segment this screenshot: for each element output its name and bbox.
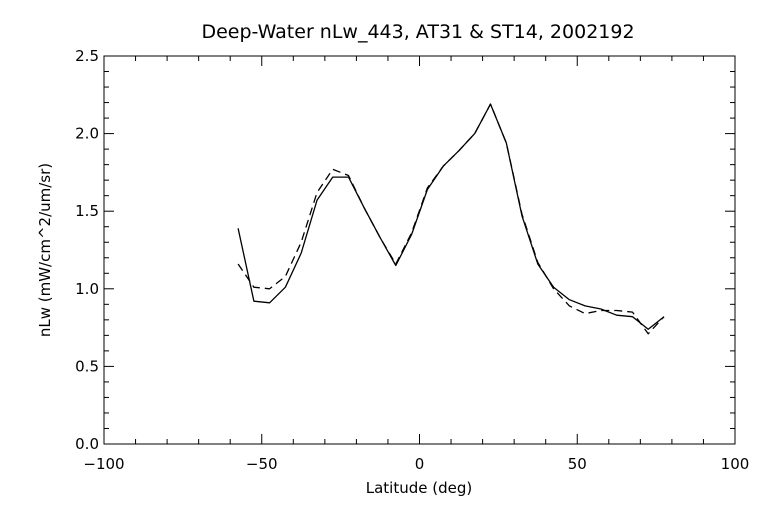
series-line-solid [237,103,665,330]
y-tick-label: 0.5 [75,357,99,375]
y-tick-label: 1.5 [75,202,99,220]
chart-title: Deep-Water nLw_443, AT31 & ST14, 2002192 [201,21,634,43]
y-tick-label: 2.0 [75,125,99,143]
plot-frame [103,55,736,445]
x-tick-label: −100 [83,455,124,473]
x-axis-label: Latitude (deg) [366,479,472,497]
x-tick-label: 50 [568,455,587,473]
x-tick-label: 100 [721,455,750,473]
y-axis-label: nLw (mW/cm^2/um/sr) [36,163,54,337]
y-tick-label: 1.0 [75,280,99,298]
series-line-dashed [237,103,665,335]
y-tick-label: 0.0 [75,435,99,453]
y-tick-label: 2.5 [75,47,99,65]
plot-area: −100 −50 0 50 100 0.0 0.5 1.0 1.5 2.0 2.5 [75,47,749,473]
x-tick-label: 0 [415,455,425,473]
series-group [237,103,665,335]
axis-ticks: −100 −50 0 50 100 0.0 0.5 1.0 1.5 2.0 2.5 [75,47,749,473]
x-tick-label: −50 [246,455,278,473]
